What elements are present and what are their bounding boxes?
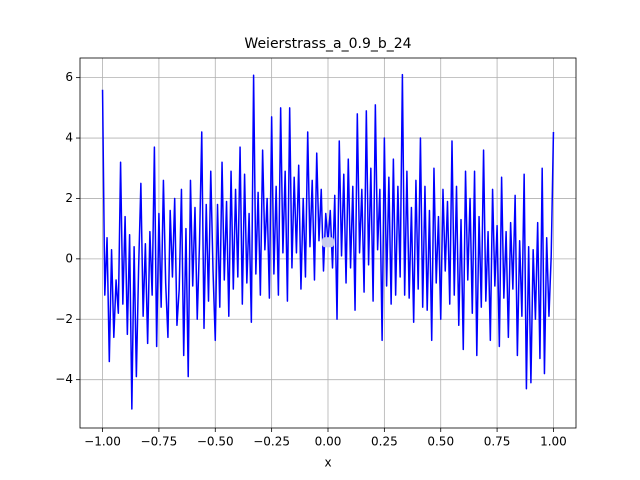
highlight-point xyxy=(322,237,334,248)
x-tick-label: 0.00 xyxy=(315,435,342,449)
x-tick-label: −0.50 xyxy=(197,435,234,449)
plot-frame xyxy=(79,57,577,429)
x-tick-label: 0.50 xyxy=(427,435,454,449)
x-tick-label: −1.00 xyxy=(84,435,121,449)
x-tick-label: −0.75 xyxy=(141,435,178,449)
x-tick-label: 0.75 xyxy=(484,435,511,449)
y-tick-label: −2 xyxy=(55,312,73,326)
y-tick-label: 0 xyxy=(65,251,73,265)
y-tick-label: 4 xyxy=(65,131,73,145)
chart-title: Weierstrass_a_0.9_b_24 xyxy=(244,36,411,52)
y-tick-label: 6 xyxy=(65,70,73,84)
x-axis-label: x xyxy=(324,456,331,470)
x-tick-label: 1.00 xyxy=(540,435,567,449)
x-tick-label: −0.25 xyxy=(253,435,290,449)
y-tick-label: −4 xyxy=(55,372,73,386)
x-tick-label: 0.25 xyxy=(371,435,398,449)
y-tick-label: 2 xyxy=(65,191,73,205)
